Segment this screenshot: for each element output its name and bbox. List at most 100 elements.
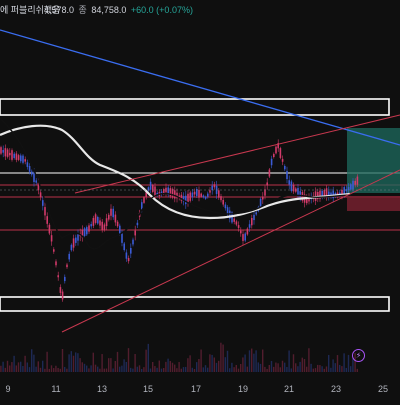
volume-bar xyxy=(6,360,9,372)
candle-body xyxy=(108,214,110,220)
volume-bar xyxy=(193,368,196,372)
time-tick: 13 xyxy=(96,384,108,394)
candle-body xyxy=(125,252,128,259)
time-tick: 19 xyxy=(237,384,249,394)
candle-body xyxy=(145,192,147,197)
volume-bar xyxy=(288,350,290,372)
volume-bar xyxy=(83,363,86,372)
volume-bar xyxy=(176,368,178,372)
candle-body xyxy=(209,190,211,193)
resistance-box-top[interactable] xyxy=(0,98,390,116)
volume-bar xyxy=(312,368,314,372)
volume-bar xyxy=(237,368,240,372)
volume-bar xyxy=(226,350,229,372)
candle-body xyxy=(193,191,196,195)
candle-body xyxy=(218,190,220,198)
volume-bar xyxy=(332,359,334,372)
candle-body xyxy=(185,195,187,205)
volume-bar xyxy=(284,362,286,372)
candle-body xyxy=(178,195,180,198)
candle-body xyxy=(330,192,332,196)
candle-body xyxy=(37,182,40,191)
volume-bar xyxy=(191,367,193,372)
candle-body xyxy=(167,187,169,195)
candle-body xyxy=(94,214,97,223)
volume-bar xyxy=(299,361,301,372)
volume-bar xyxy=(303,359,306,372)
volume-bar xyxy=(158,360,160,372)
candlestick-series xyxy=(0,139,359,302)
volume-bar xyxy=(125,361,127,372)
candle-body xyxy=(321,190,323,198)
candle-body xyxy=(350,184,352,190)
candle-body xyxy=(123,243,125,251)
candle-body xyxy=(132,239,134,245)
time-tick: 23 xyxy=(330,384,342,394)
candle-body xyxy=(297,187,299,197)
candle-body xyxy=(42,200,44,206)
volume-bar xyxy=(101,354,103,372)
time-axis[interactable]: 9 11 13 15 17 19 21 23 25 xyxy=(0,378,400,400)
volume-bar xyxy=(167,358,169,372)
support-box-bottom[interactable] xyxy=(0,296,390,312)
volume-bar xyxy=(44,368,46,372)
candle-body xyxy=(345,189,348,192)
volume-bar xyxy=(336,355,339,372)
time-tick: 17 xyxy=(190,384,202,394)
candle-body xyxy=(81,229,84,238)
candle-body xyxy=(53,249,55,252)
candle-body xyxy=(354,180,356,185)
candle-body xyxy=(33,172,35,183)
volume-bar xyxy=(343,353,345,372)
candle-body xyxy=(57,275,59,278)
channel-lower-line[interactable] xyxy=(61,169,400,333)
candle-body xyxy=(290,181,293,191)
channel-upper-line[interactable] xyxy=(74,114,400,194)
candle-body xyxy=(213,184,216,188)
volume-bar xyxy=(354,352,356,372)
volume-bar xyxy=(317,364,319,372)
candle-body xyxy=(143,197,145,203)
candle-body xyxy=(279,148,282,158)
long-position-stop[interactable] xyxy=(347,196,400,211)
candle-body xyxy=(59,287,62,293)
lightning-icon[interactable]: ⚡ xyxy=(352,349,365,362)
candle-body xyxy=(187,193,189,204)
candle-body xyxy=(48,224,51,234)
candle-body xyxy=(266,182,268,186)
volume-bar xyxy=(240,363,242,372)
volume-bar xyxy=(182,367,185,372)
candle-body xyxy=(242,234,244,241)
short-moving-average[interactable] xyxy=(0,117,351,250)
volume-bar xyxy=(266,368,268,372)
volume-bar xyxy=(92,352,94,372)
candle-body xyxy=(220,196,222,201)
candle-body xyxy=(22,155,24,163)
long-moving-average[interactable] xyxy=(0,124,351,220)
candle-body xyxy=(11,150,13,160)
volume-bar xyxy=(94,364,97,372)
candle-body xyxy=(198,189,200,198)
candle-body xyxy=(17,155,20,160)
candle-body xyxy=(191,192,194,198)
volume-bar xyxy=(281,360,284,372)
volume-bar xyxy=(286,366,288,372)
volume-bar xyxy=(163,367,165,372)
candle-body xyxy=(152,185,154,192)
time-tick: 25 xyxy=(377,384,389,394)
volume-bar xyxy=(187,358,189,372)
publish-notice: 에 퍼블리쉬했음 xyxy=(0,5,61,15)
candle-body xyxy=(2,150,4,153)
volume-bar xyxy=(50,365,53,372)
volume-bar xyxy=(352,358,354,372)
candle-body xyxy=(202,195,205,198)
candle-body xyxy=(323,190,326,197)
volume-bar xyxy=(35,366,37,372)
candle-body xyxy=(9,152,11,156)
candle-body xyxy=(136,222,139,226)
candle-body xyxy=(55,261,57,266)
descending-trendline[interactable] xyxy=(0,29,400,146)
volume-bar xyxy=(185,366,187,372)
